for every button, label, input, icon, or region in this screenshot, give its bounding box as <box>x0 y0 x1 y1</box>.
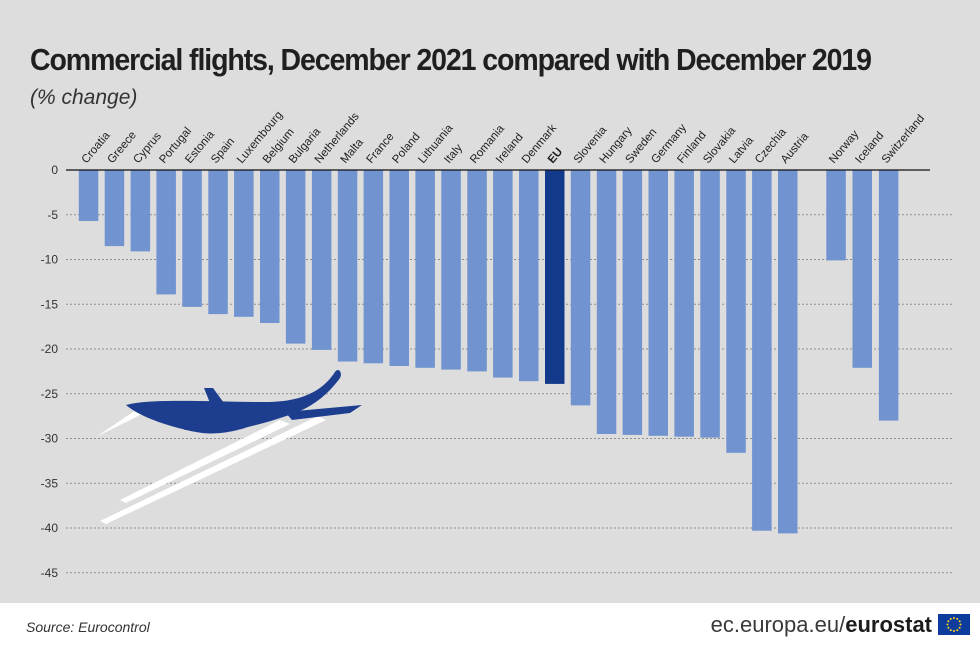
airplane-icon <box>96 369 362 524</box>
y-tick-label: -15 <box>41 297 59 311</box>
y-tick-label: -25 <box>41 387 59 401</box>
contrail <box>100 416 326 524</box>
y-tick-label: 0 <box>51 163 58 177</box>
bar-croatia <box>78 170 99 221</box>
contrail <box>96 406 150 437</box>
contrail <box>120 420 290 503</box>
airplane-tail <box>204 388 224 403</box>
bar-spain <box>208 170 228 315</box>
bar-denmark <box>519 170 539 382</box>
bar-germany <box>648 170 668 436</box>
chart-title: Commercial flights, December 2021 compar… <box>30 42 872 77</box>
y-tick-label: -35 <box>41 476 59 490</box>
bar-luxembourg <box>234 170 254 317</box>
bar-finland <box>674 170 694 437</box>
bar-switzerland <box>878 170 899 421</box>
y-tick-label: -10 <box>41 253 59 267</box>
bar-malta <box>337 170 358 362</box>
bar-estonia <box>182 170 202 307</box>
bar-czechia <box>752 170 772 531</box>
bar-norway <box>826 170 846 261</box>
eurostat-link[interactable]: ec.europa.eu/eurostat <box>711 612 932 638</box>
airplane-body <box>126 369 341 434</box>
bar-netherlands <box>311 170 332 350</box>
bar-austria <box>778 170 798 534</box>
bar-slovakia <box>700 170 720 438</box>
bar-france <box>363 170 384 364</box>
source-note: Source: Eurocontrol <box>26 619 150 635</box>
x-tick-label: EU <box>546 146 565 166</box>
bar-hungary <box>596 170 617 434</box>
y-tick-label: -20 <box>41 342 59 356</box>
bar-iceland <box>852 170 872 368</box>
chart-subtitle: (% change) <box>30 86 138 109</box>
bar-slovenia <box>570 170 591 406</box>
bar-belgium <box>260 170 280 323</box>
y-tick-label: -45 <box>41 566 59 580</box>
bar-eu <box>545 170 565 384</box>
y-tick-label: -30 <box>41 432 59 446</box>
brand-domain: ec.europa.eu/ <box>710 612 846 637</box>
bar-latvia <box>726 170 746 453</box>
bar-bulgaria <box>285 170 306 344</box>
bar-cyprus <box>130 170 151 252</box>
chart-card: Commercial flights, December 2021 compar… <box>0 0 980 603</box>
bar-sweden <box>622 170 643 435</box>
y-tick-label: -5 <box>47 208 58 222</box>
bar-chart: 0-5-10-15-20-25-30-35-40-45CroatiaGreece… <box>41 109 954 580</box>
bar-poland <box>389 170 409 366</box>
y-tick-label: -40 <box>41 521 59 535</box>
bar-greece <box>104 170 125 247</box>
bar-lithuania <box>415 170 435 368</box>
airplane-wing <box>285 405 362 420</box>
eu-flag-icon <box>938 614 970 635</box>
bar-ireland <box>493 170 513 378</box>
bar-portugal <box>156 170 176 295</box>
bar-italy <box>441 170 461 370</box>
x-tick-label: Italy <box>442 142 465 166</box>
x-tick-label: Switzerland <box>880 113 927 166</box>
bar-romania <box>467 170 487 372</box>
airplane-wing <box>175 417 245 430</box>
brand-name: eurostat <box>845 612 932 637</box>
